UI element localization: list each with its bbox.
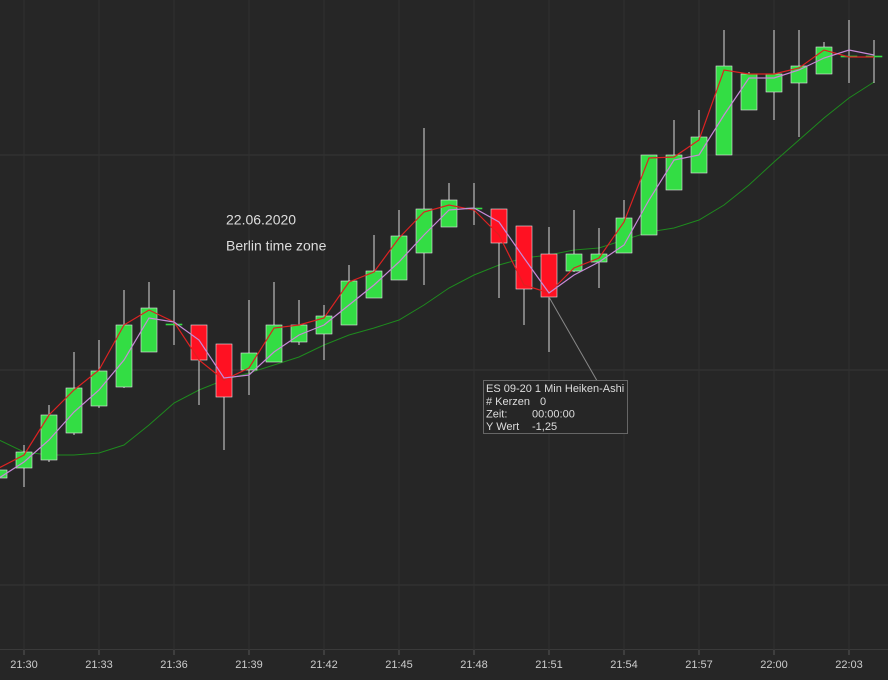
x-tick-label: 22:00 bbox=[760, 659, 788, 671]
x-tick-label: 21:48 bbox=[460, 659, 488, 671]
candle-body bbox=[40, 414, 58, 461]
annotation: Berlin time zone bbox=[226, 238, 327, 254]
x-tick-label: 21:30 bbox=[10, 659, 38, 671]
x-tick-label: 21:45 bbox=[385, 659, 413, 671]
candle-body bbox=[390, 235, 408, 281]
candle-body bbox=[140, 307, 158, 353]
candle-body bbox=[165, 323, 183, 326]
candle-body bbox=[640, 154, 658, 236]
candle-body bbox=[415, 208, 433, 254]
tooltip-label: # Kerzen bbox=[486, 396, 530, 408]
candle-body bbox=[540, 253, 558, 298]
x-tick-label: 21:54 bbox=[610, 659, 638, 671]
tooltip-label: Zeit: bbox=[486, 408, 507, 420]
candle-body bbox=[190, 324, 208, 361]
tooltip-label: Y Wert bbox=[486, 421, 519, 433]
candle-body bbox=[715, 65, 733, 156]
tooltip-value: 00:00:00 bbox=[532, 408, 575, 420]
candle-body bbox=[215, 343, 233, 398]
candle-body bbox=[240, 352, 258, 371]
tooltip-value: -1,25 bbox=[532, 421, 557, 433]
x-tick-label: 21:51 bbox=[535, 659, 563, 671]
candle-body bbox=[65, 387, 83, 434]
x-tick-label: 21:42 bbox=[310, 659, 338, 671]
indicator-line bbox=[0, 49, 874, 469]
tooltip-box bbox=[483, 380, 628, 434]
tooltip-value: 0 bbox=[540, 396, 546, 408]
candle-body bbox=[790, 65, 808, 84]
tooltip-title: ES 09-20 1 Min Heiken-Ashi bbox=[486, 383, 624, 395]
indicator-line bbox=[0, 81, 875, 456]
candle-body bbox=[440, 199, 458, 228]
candle-body bbox=[90, 370, 108, 407]
candle-body bbox=[815, 46, 833, 75]
x-tick-label: 22:03 bbox=[835, 659, 863, 671]
annotation: 22.06.2020 bbox=[226, 212, 296, 228]
x-tick-label: 21:33 bbox=[85, 659, 113, 671]
x-tick-label: 21:57 bbox=[685, 659, 713, 671]
candle-body bbox=[0, 469, 8, 479]
indicator-line bbox=[0, 49, 875, 479]
candle-body bbox=[740, 73, 758, 111]
x-tick-label: 21:36 bbox=[160, 659, 188, 671]
x-tick-label: 21:39 bbox=[235, 659, 263, 671]
candle-body bbox=[340, 280, 358, 326]
candle-body bbox=[490, 208, 508, 244]
